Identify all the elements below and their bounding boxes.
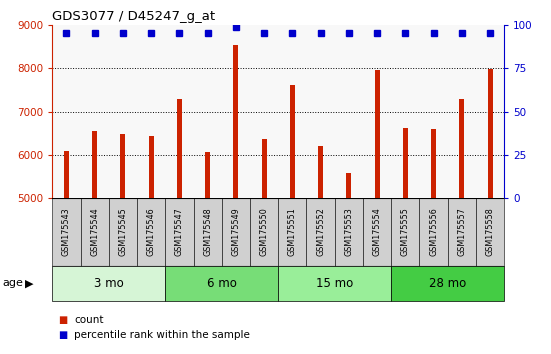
Bar <box>363 198 391 266</box>
Text: GSM175546: GSM175546 <box>147 207 156 256</box>
Bar <box>419 198 447 266</box>
Bar <box>278 198 306 266</box>
Text: 6 mo: 6 mo <box>207 277 237 290</box>
Bar <box>109 198 137 266</box>
Text: GSM175553: GSM175553 <box>344 207 353 256</box>
Bar <box>262 139 267 198</box>
Text: count: count <box>74 315 104 325</box>
Bar <box>121 134 126 198</box>
Text: GSM175551: GSM175551 <box>288 207 297 256</box>
Bar <box>306 198 335 266</box>
Bar <box>222 198 250 266</box>
Bar <box>290 85 295 198</box>
Text: GSM175558: GSM175558 <box>485 207 495 256</box>
Bar <box>335 198 363 266</box>
Bar <box>447 198 476 266</box>
Bar <box>391 266 504 301</box>
Bar <box>234 45 239 198</box>
Text: GSM175544: GSM175544 <box>90 207 99 256</box>
Bar <box>318 146 323 198</box>
Bar <box>64 150 69 198</box>
Bar <box>177 99 182 198</box>
Bar <box>149 136 154 198</box>
Bar <box>431 129 436 198</box>
Text: GSM175550: GSM175550 <box>260 207 269 256</box>
Bar <box>460 99 464 198</box>
Bar <box>488 69 493 198</box>
Bar <box>278 266 391 301</box>
Bar <box>391 198 419 266</box>
Text: 3 mo: 3 mo <box>94 277 123 290</box>
Text: GSM175554: GSM175554 <box>372 207 382 256</box>
Text: GSM175552: GSM175552 <box>316 207 325 256</box>
Bar <box>52 266 165 301</box>
Text: GSM175548: GSM175548 <box>203 207 212 256</box>
Bar <box>165 198 193 266</box>
Bar <box>375 70 380 198</box>
Bar <box>80 198 109 266</box>
Bar <box>205 152 210 198</box>
Bar <box>193 198 222 266</box>
Bar <box>165 266 278 301</box>
Text: GDS3077 / D45247_g_at: GDS3077 / D45247_g_at <box>52 10 215 23</box>
Text: percentile rank within the sample: percentile rank within the sample <box>74 330 250 339</box>
Text: GSM175555: GSM175555 <box>401 207 410 256</box>
Bar <box>92 131 97 198</box>
Bar <box>403 128 408 198</box>
Bar <box>250 198 278 266</box>
Text: ■: ■ <box>58 315 67 325</box>
Text: ▶: ▶ <box>25 278 34 288</box>
Text: age: age <box>3 278 24 288</box>
Text: GSM175549: GSM175549 <box>231 207 240 256</box>
Bar <box>52 198 80 266</box>
Bar <box>137 198 165 266</box>
Text: GSM175545: GSM175545 <box>118 207 127 256</box>
Bar <box>347 173 352 198</box>
Bar <box>476 198 504 266</box>
Text: GSM175556: GSM175556 <box>429 207 438 256</box>
Text: GSM175557: GSM175557 <box>457 207 466 256</box>
Text: GSM175543: GSM175543 <box>62 207 71 256</box>
Text: ■: ■ <box>58 330 67 339</box>
Text: 15 mo: 15 mo <box>316 277 353 290</box>
Text: GSM175547: GSM175547 <box>175 207 184 256</box>
Text: 28 mo: 28 mo <box>429 277 466 290</box>
